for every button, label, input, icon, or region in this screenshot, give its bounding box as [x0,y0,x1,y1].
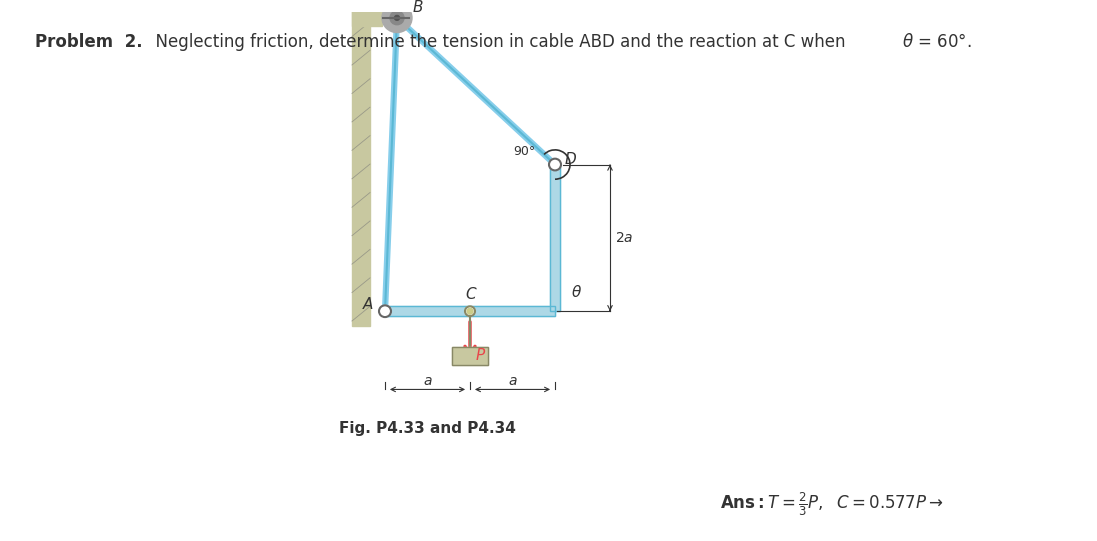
Text: $2a$: $2a$ [615,231,633,245]
Text: 90°: 90° [513,145,535,158]
Polygon shape [352,3,370,326]
Text: Neglecting friction, determine the tension in cable ABD and the reaction at C wh: Neglecting friction, determine the tensi… [145,34,851,51]
Text: B: B [412,0,423,15]
Text: $\theta$: $\theta$ [572,283,583,300]
Polygon shape [352,10,382,25]
Circle shape [391,11,404,25]
Text: $a$: $a$ [422,373,432,387]
Text: $\theta$ = 60°.: $\theta$ = 60°. [902,34,972,51]
Bar [452,347,488,365]
Text: D: D [565,151,577,167]
Circle shape [395,16,399,21]
Bar [452,347,488,365]
Circle shape [378,305,391,317]
Polygon shape [385,306,555,316]
Circle shape [548,159,561,170]
Circle shape [467,308,473,314]
Text: P: P [476,348,485,363]
Text: $\mathbf{Ans:}$$T = \frac{2}{3}P,$  $C = 0.577P \rightarrow$: $\mathbf{Ans:}$$T = \frac{2}{3}P,$ $C = … [720,490,943,518]
Circle shape [465,306,475,316]
Text: A: A [363,297,373,312]
Polygon shape [550,164,559,311]
Circle shape [382,3,412,32]
Text: C: C [465,287,476,302]
Text: Fig. P4.33 and P4.34: Fig. P4.33 and P4.34 [339,421,516,436]
Text: $a$: $a$ [508,373,518,387]
Text: Problem  2.: Problem 2. [35,34,143,51]
